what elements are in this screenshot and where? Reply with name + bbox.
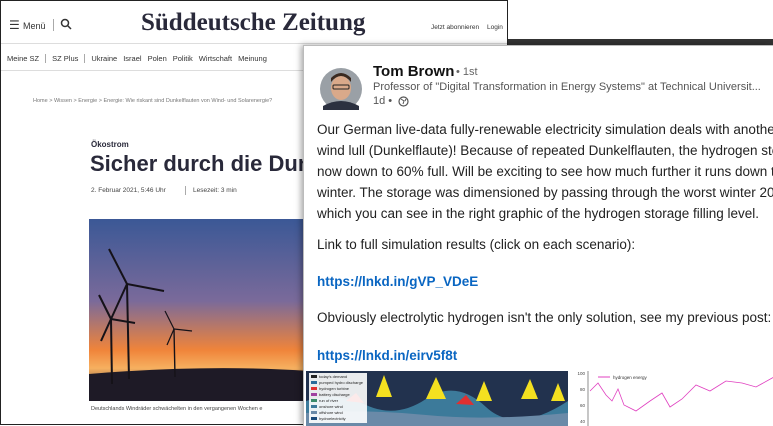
nav-item[interactable]: Wirtschaft: [198, 54, 233, 63]
blade: [164, 310, 175, 330]
tick-label: 40: [580, 419, 586, 424]
nav-item[interactable]: Meine SZ: [7, 54, 47, 63]
time: 1d •: [373, 95, 393, 107]
legend-swatch: [311, 417, 317, 420]
search-glass: [60, 18, 70, 28]
globe-lines: [400, 98, 407, 105]
nav-item[interactable]: SZ Plus: [52, 54, 86, 63]
nav: Meine SZ SZ Plus Ukraine Israel Polen Politik…: [7, 54, 267, 63]
legend-swatch: [311, 393, 317, 396]
subscribe[interactable]: Jetzt abonnieren: [431, 24, 480, 31]
post-line: which you can see in the right graphic o…: [317, 206, 760, 221]
caption: Deutschlands Windräder schwächelten in d…: [91, 406, 263, 412]
shirt: [323, 101, 359, 110]
line-chart-bg: [574, 371, 773, 426]
avatar[interactable]: [320, 68, 362, 110]
post-line: Our German live-data fully-renewable ele…: [317, 122, 773, 137]
area-offshore: [306, 411, 568, 426]
legend-swatch: [311, 411, 317, 414]
tower: [173, 328, 176, 378]
breadcrumb: Home > Wissen > Energie > Energie: Wie r…: [33, 98, 273, 104]
blade: [98, 294, 112, 320]
hydrogen-line: [589, 377, 773, 412]
legend-label: battery discharge: [319, 392, 350, 397]
face: [331, 76, 351, 100]
post-line: now down to 60% full. Will be exciting t…: [317, 164, 773, 179]
post-line: wind lull (Dunkelflaute)! Because of rep…: [317, 143, 773, 158]
search-handle: [66, 24, 72, 30]
header-line: [1, 43, 507, 44]
link[interactable]: https://lnkd.in/eirv5f8t: [317, 348, 458, 363]
author[interactable]: Tom Brown: [373, 63, 455, 80]
date: 2. Februar 2021, 5:46 Uhr: [91, 187, 166, 194]
link[interactable]: https://lnkd.in/gVP_VDeE: [317, 274, 479, 289]
blade: [110, 318, 136, 324]
nav-item[interactable]: Polen: [147, 54, 167, 63]
legend-label: hydroelectricity: [319, 416, 346, 421]
menu[interactable]: Menü: [23, 21, 46, 31]
author-headline: Professor of "Digital Transformation in …: [373, 81, 761, 93]
nav-item[interactable]: Meinung: [238, 54, 267, 63]
turbines: [98, 248, 193, 385]
legend-swatch: [311, 381, 317, 384]
kicker: Ökostrom: [91, 140, 129, 149]
headline: Sicher durch die Dunke: [90, 151, 336, 176]
tower: [110, 318, 113, 385]
menu-icon[interactable]: ☰: [9, 18, 20, 32]
glasses: [332, 84, 350, 90]
degree: • 1st: [456, 66, 478, 78]
blade: [173, 328, 193, 332]
search-icon[interactable]: [60, 18, 72, 30]
nav-line: [1, 70, 507, 71]
legend-label: hydrogen energy: [613, 375, 648, 380]
right-ticks: 100 80 60 40: [577, 371, 585, 424]
legend-label: offshore wind: [319, 410, 343, 415]
reading-time: Lesezeit: 3 min: [193, 187, 237, 194]
legend-swatch: [311, 405, 317, 408]
legend-swatch: [311, 399, 317, 402]
legend-swatch: [311, 375, 317, 378]
blade: [110, 283, 128, 320]
linkedin-post: Tom Brown • 1st Professor of "Digital Tr…: [303, 45, 773, 426]
strip: [460, 39, 773, 47]
hair: [331, 73, 351, 82]
legend-box: [309, 373, 367, 423]
nav-item[interactable]: Politik: [172, 54, 193, 63]
login[interactable]: Login: [487, 24, 503, 31]
tower: [126, 283, 130, 380]
globe-icon: [398, 96, 409, 107]
logo[interactable]: Süddeutsche Zeitung: [141, 9, 366, 36]
nav-item[interactable]: Israel: [123, 54, 142, 63]
legend-label: today's demand: [319, 374, 347, 379]
blade: [100, 318, 112, 342]
legend-label: hydrogen turbine: [319, 386, 350, 391]
blade: [108, 248, 128, 285]
divider: [53, 19, 54, 31]
post-line: winter. The storage was dimensioned by p…: [317, 185, 773, 200]
nav-item[interactable]: Ukraine: [91, 54, 118, 63]
globe: [398, 96, 409, 107]
area-solar: [376, 375, 565, 401]
link-intro: Link to full simulation results (click o…: [317, 237, 636, 252]
tick-label: 100: [577, 371, 585, 376]
blade: [126, 283, 165, 292]
area-hydrogen: [346, 393, 474, 405]
post-text: Obviously electrolytic hydrogen isn't th…: [317, 310, 772, 325]
legend-swatch: [311, 387, 317, 390]
tick-label: 80: [580, 387, 586, 392]
legend-label: onshore wind: [319, 404, 343, 409]
legend-label: pumped hydro discharge: [319, 380, 364, 385]
tick-label: 60: [580, 403, 586, 408]
legend-label: run of river: [319, 398, 339, 403]
blade: [166, 328, 175, 346]
date-divider: [185, 186, 186, 195]
